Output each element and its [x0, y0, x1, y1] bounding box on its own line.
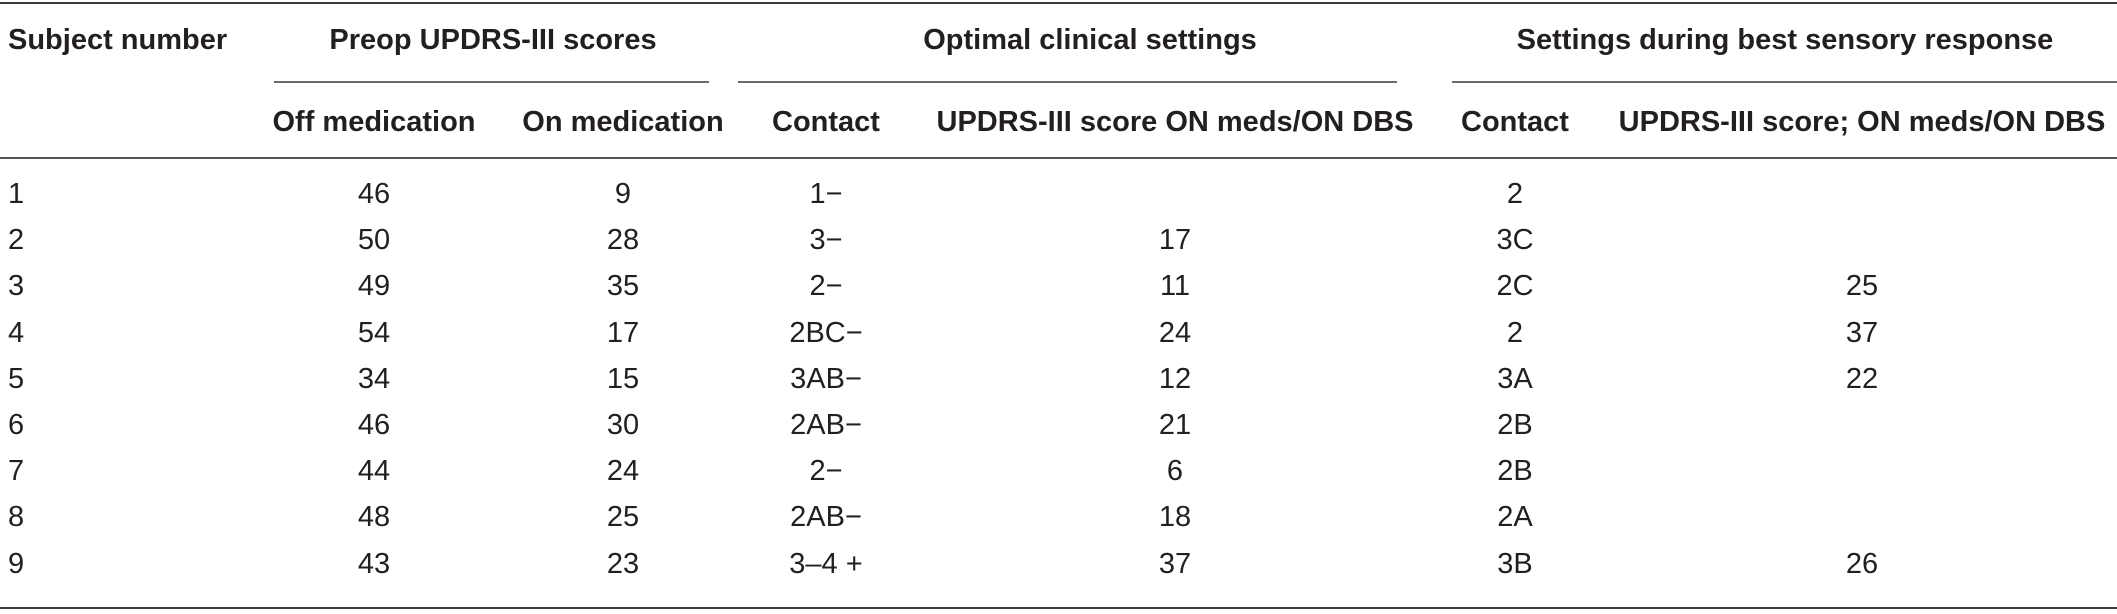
cell-off-medication: 48 [357, 501, 391, 534]
header-updrs-sensory: UPDRS-III score; ON meds/ON DBS [1618, 106, 2106, 138]
header-updrs-optimal: UPDRS-III score ON meds/ON DBS [936, 106, 1414, 138]
cell-on-medication: 17 [606, 316, 640, 349]
cell-contact-optimal: 2− [809, 455, 843, 488]
cell-updrs-optimal: 17 [1158, 224, 1192, 257]
cell-contact-sensory: 2A [1497, 501, 1533, 534]
cell-subject: 2 [8, 224, 25, 257]
cell-contact-sensory: 2 [1506, 316, 1524, 349]
cell-contact-optimal: 2AB− [790, 409, 862, 441]
cell-on-medication: 30 [606, 409, 640, 441]
header-sensory-group: Settings during best sensory response [1516, 24, 2054, 56]
cell-contact-sensory: 3A [1497, 362, 1533, 395]
cell-subject: 5 [8, 362, 25, 395]
cell-on-medication: 24 [606, 455, 640, 488]
cell-subject: 3 [8, 270, 25, 303]
cell-contact-sensory: 2B [1497, 409, 1533, 441]
cell-off-medication: 46 [357, 178, 391, 210]
cell-subject: 6 [8, 409, 25, 441]
cell-contact-sensory: 2B [1497, 455, 1533, 488]
preop-group-rule [274, 81, 709, 83]
cell-off-medication: 34 [357, 362, 391, 395]
cell-subject: 4 [8, 316, 25, 349]
header-contact-optimal: Contact [772, 106, 880, 138]
cell-updrs-optimal: 21 [1158, 409, 1192, 441]
cell-updrs-sensory: 22 [1845, 362, 1879, 395]
cell-contact-optimal: 3− [809, 224, 843, 257]
header-off-medication: Off medication [272, 106, 476, 138]
cell-subject: 9 [8, 547, 25, 580]
cell-subject: 1 [8, 178, 25, 210]
cell-subject: 7 [8, 455, 25, 488]
cell-updrs-optimal: 18 [1158, 501, 1192, 534]
cell-on-medication: 35 [606, 270, 640, 303]
header-preop-group: Preop UPDRS-III scores [329, 24, 657, 56]
cell-off-medication: 46 [357, 409, 391, 441]
cell-updrs-sensory: 26 [1845, 547, 1879, 580]
cell-updrs-optimal: 12 [1158, 362, 1192, 395]
cell-updrs-sensory: 37 [1845, 316, 1879, 349]
cell-on-medication: 15 [606, 362, 640, 395]
cell-contact-optimal: 3AB− [790, 362, 862, 395]
cell-on-medication: 9 [614, 178, 632, 210]
cell-contact-optimal: 1− [809, 178, 843, 210]
cell-contact-sensory: 3C [1496, 224, 1534, 257]
cell-off-medication: 44 [357, 455, 391, 488]
header-optimal-group: Optimal clinical settings [923, 24, 1257, 56]
cell-subject: 8 [8, 501, 25, 534]
header-on-medication: On medication [522, 106, 724, 138]
cell-contact-sensory: 3B [1497, 547, 1533, 580]
header-rule [0, 157, 2117, 159]
cell-contact-sensory: 2C [1496, 270, 1534, 303]
cell-updrs-optimal: 11 [1159, 270, 1191, 303]
cell-off-medication: 43 [357, 547, 391, 580]
top-rule [0, 2, 2117, 4]
cell-contact-optimal: 2− [809, 270, 843, 303]
header-contact-sensory: Contact [1461, 106, 1569, 138]
cell-updrs-optimal: 37 [1158, 547, 1192, 580]
cell-contact-optimal: 2AB− [790, 501, 862, 534]
cell-on-medication: 23 [606, 547, 640, 580]
bottom-rule [0, 607, 2117, 609]
cell-off-medication: 49 [357, 270, 391, 303]
header-subject-number: Subject number [8, 24, 228, 56]
cell-on-medication: 25 [606, 501, 640, 534]
cell-contact-optimal: 2BC− [789, 316, 863, 349]
cell-off-medication: 50 [357, 224, 391, 257]
optimal-group-rule [738, 81, 1397, 83]
cell-contact-optimal: 3–4 + [789, 547, 863, 580]
cell-on-medication: 28 [606, 224, 640, 257]
cell-updrs-sensory: 25 [1845, 270, 1879, 303]
cell-off-medication: 54 [357, 316, 391, 349]
sensory-group-rule [1452, 81, 2117, 83]
cell-updrs-optimal: 6 [1166, 455, 1184, 488]
cell-updrs-optimal: 24 [1158, 316, 1192, 349]
cell-contact-sensory: 2 [1506, 178, 1524, 210]
